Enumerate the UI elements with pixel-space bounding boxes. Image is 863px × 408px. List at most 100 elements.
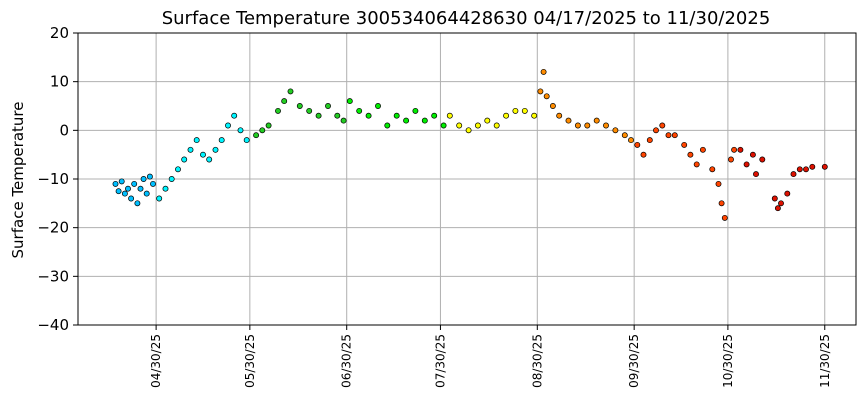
data-point: [549, 103, 556, 109]
data-point: [743, 161, 750, 168]
data-point: [287, 88, 294, 95]
data-point: [665, 132, 672, 139]
data-point: [543, 93, 550, 100]
data-point: [474, 122, 481, 129]
data-point: [281, 98, 288, 105]
data-point: [181, 156, 188, 163]
data-point: [521, 107, 528, 114]
x-tick-label: 07/30/25: [433, 334, 447, 388]
data-point: [465, 127, 472, 134]
data-point: [503, 112, 510, 119]
data-point: [728, 156, 734, 163]
data-point: [749, 151, 756, 158]
data-point: [275, 107, 281, 114]
data-point: [803, 166, 809, 173]
data-point: [721, 214, 728, 221]
data-point: [821, 163, 828, 170]
y-tick-label: −20: [37, 219, 69, 237]
data-point: [784, 190, 791, 197]
data-point: [512, 107, 519, 114]
data-point: [212, 146, 219, 153]
data-point: [325, 103, 331, 109]
data-point: [112, 180, 119, 187]
y-axis-label: Surface Temperature: [9, 102, 27, 259]
data-point: [237, 127, 244, 134]
data-point: [540, 68, 547, 75]
data-point: [206, 156, 213, 163]
data-point: [225, 122, 231, 129]
data-point: [718, 200, 725, 207]
data-point: [200, 151, 206, 158]
data-point: [146, 173, 153, 180]
x-tick-label: 09/30/25: [627, 334, 641, 388]
data-point: [168, 176, 175, 182]
data-point: [493, 122, 500, 129]
data-point: [175, 166, 181, 173]
data-point: [128, 195, 135, 202]
chart-title: Surface Temperature 300534064428630 04/1…: [162, 8, 771, 29]
data-point: [162, 185, 169, 192]
data-point: [628, 137, 634, 144]
data-points: [112, 68, 828, 221]
data-point: [403, 117, 410, 124]
data-point: [125, 185, 131, 192]
data-point: [431, 112, 438, 119]
x-tick-label: 08/30/25: [530, 334, 544, 388]
data-point: [693, 161, 700, 168]
data-point: [603, 122, 609, 129]
data-point: [771, 195, 778, 202]
data-point: [681, 141, 688, 148]
data-point: [156, 195, 163, 202]
data-point: [687, 151, 694, 158]
x-tick-label: 06/30/25: [340, 334, 354, 388]
data-point: [346, 98, 353, 105]
data-point: [731, 146, 738, 153]
data-point: [231, 112, 238, 119]
data-point: [699, 146, 706, 153]
data-point: [753, 171, 759, 178]
data-point: [296, 103, 303, 109]
data-point: [440, 122, 447, 129]
data-point: [115, 188, 122, 195]
axes: −40 −30 −20 −10 0 10 20 04/30/25 05/30/25 06/30/2…: [37, 24, 831, 388]
plot-frame: [77, 32, 857, 326]
data-point: [187, 146, 194, 153]
data-point: [193, 137, 200, 144]
data-point: [456, 122, 463, 129]
data-point: [421, 117, 428, 124]
data-point: [671, 132, 678, 139]
data-point: [659, 122, 666, 129]
data-point: [259, 127, 266, 134]
data-point: [118, 178, 125, 185]
data-point: [446, 112, 453, 119]
data-point: [537, 88, 544, 95]
data-point: [393, 112, 400, 119]
data-point: [556, 112, 563, 119]
data-point: [412, 107, 419, 114]
data-point: [365, 112, 372, 119]
data-point: [796, 166, 803, 173]
y-tick-label: 20: [50, 24, 69, 42]
data-point: [531, 112, 538, 119]
x-tick-label: 11/30/25: [818, 334, 832, 388]
data-point: [134, 200, 141, 207]
data-point: [640, 151, 647, 158]
y-tick-label: −30: [37, 267, 69, 285]
data-point: [584, 122, 591, 129]
data-point: [774, 205, 781, 212]
data-point: [612, 127, 619, 134]
x-tick-label: 04/30/25: [149, 334, 163, 388]
data-point: [653, 127, 659, 134]
data-point: [121, 190, 128, 197]
x-tick-label: 05/30/25: [243, 334, 257, 388]
data-point: [565, 117, 572, 124]
data-point: [356, 107, 363, 114]
data-point: [778, 200, 784, 207]
data-point: [484, 117, 491, 124]
data-point: [790, 171, 797, 178]
data-point: [143, 190, 150, 197]
data-point: [218, 137, 225, 144]
gridlines: [78, 32, 856, 326]
data-point: [150, 180, 156, 187]
